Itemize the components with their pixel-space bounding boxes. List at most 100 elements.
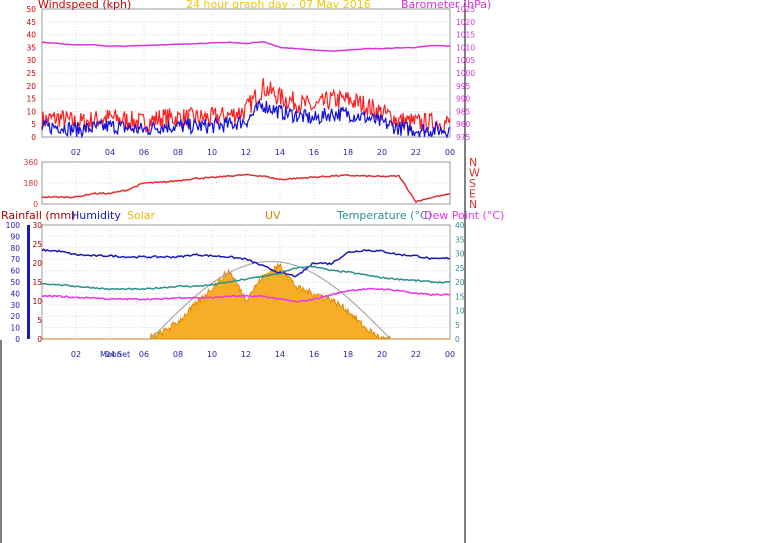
rain-y-tick: 15 [32,278,42,287]
barometer-y-tick: 1005 [456,56,475,65]
barometer-axis-label: Barometer (hPa) [401,0,491,11]
rain-y-tick: 20 [32,259,42,268]
dewpoint-label: Dew Point (°C) [424,209,504,222]
direction-y-tick: 180 [24,179,39,188]
barometer-y-tick: 990 [456,95,471,104]
wind-y-tick: 30 [26,56,36,65]
rain-y-tick: 5 [37,316,42,325]
barometer-y-tick: 1010 [456,43,475,52]
x-tick-label: 16 [309,350,319,359]
temperature-label: Temperature (°C) [336,209,432,222]
humidity-y-tick: 10 [10,324,20,333]
moon-set-label: Set [117,350,130,359]
humidity-y-tick: 0 [15,335,20,344]
barometer-y-tick: 1015 [456,31,475,40]
compass-label: N [469,198,477,211]
x-tick-label: 14 [275,148,285,157]
humidity-y-tick: 80 [10,244,20,253]
x-tick-label: 08 [173,148,183,157]
x-tick-label: 06 [139,350,149,359]
humidity-y-tick: 30 [10,301,20,310]
rain-y-tick: 30 [32,221,42,230]
humidity-label: Humidity [71,209,121,222]
x-tick-label: 20 [377,350,387,359]
wind-y-tick: 35 [26,43,36,52]
temperature-y-tick: 30 [455,250,465,259]
humidity-y-tick: 70 [10,255,20,264]
x-tick-label: 10 [207,350,217,359]
wind-y-tick: 20 [26,82,36,91]
direction-y-tick: 360 [24,158,39,167]
humidity-y-tick: 50 [10,278,20,287]
x-tick-label: 18 [343,148,353,157]
temperature-line [41,265,451,291]
rainfall-axis-label: Rainfall (mm) [1,209,75,222]
x-tick-label: 02 [71,148,81,157]
compass-label: S [469,177,476,190]
wind-y-tick: 15 [26,95,36,104]
barometer-y-tick: 1025 [456,5,475,14]
temperature-y-tick: 20 [455,278,465,287]
barometer-y-tick: 1020 [456,18,475,27]
direction-y-tick: 0 [33,200,38,209]
wind-y-tick: 5 [31,120,36,129]
x-tick-label: 16 [309,148,319,157]
barometer-line [41,41,451,53]
compass-label: W [469,167,480,180]
humidity-line [41,248,451,278]
x-tick-label: 12 [241,350,251,359]
temperature-y-tick: 0 [455,335,460,344]
humidity-y-tick: 20 [10,312,20,321]
wind-average-line [41,98,451,139]
rainfall-axis-bar [27,225,30,339]
x-tick-label: 10 [207,148,217,157]
solar-theory-line [150,260,391,340]
x-tick-label: 22 [411,148,421,157]
compass-label: E [469,188,476,201]
wind-axis-label: Windspeed (kph) [38,0,131,11]
x-tick-label: 04 [105,350,115,359]
wind-y-tick: 0 [31,133,36,142]
barometer-y-tick: 985 [456,107,471,116]
x-tick-label: 18 [343,350,353,359]
solar-label: Solar [127,209,156,222]
x-tick-label: 04 [105,148,115,157]
x-tick-label: 14 [275,350,285,359]
temperature-y-tick: 10 [455,307,465,316]
solar-area [42,263,450,341]
graph-title: 24 hour graph day - 07 May 2016 [186,0,371,11]
rain-y-tick: 25 [32,240,42,249]
temperature-y-tick: 35 [455,235,465,244]
rain-humidity-temperature-panel: 0 10 20 30 40 50 60 70 80 90 100 0 5 10 15 20 25 30 0 5 10… [1,209,504,359]
uv-label: UV [265,209,281,222]
dewpoint-line [41,287,451,304]
wind-y-tick: 25 [26,69,36,78]
humidity-y-tick: 60 [10,267,20,276]
wind-y-tick: 10 [26,107,36,116]
rain-y-tick: 0 [37,335,42,344]
x-tick-label: 12 [241,148,251,157]
x-tick-label: 02 [71,350,81,359]
temperature-y-tick: 25 [455,264,465,273]
wind-y-tick: 45 [26,18,36,27]
temperature-y-tick: 40 [455,221,465,230]
barometer-y-tick: 980 [456,120,471,129]
x-tick-label: 22 [411,350,421,359]
x-tick-label: 20 [377,148,387,157]
humidity-y-tick: 100 [6,221,21,230]
compass-label: N [469,156,477,169]
x-tick-label: 06 [139,148,149,157]
wind-y-tick: 40 [26,31,36,40]
x-tick-label: 08 [173,350,183,359]
barometer-y-tick: 995 [456,82,471,91]
barometer-y-tick: 975 [456,133,471,142]
moon-label: Moon [100,350,122,359]
wind-direction-line [41,173,451,204]
x-tick-label: 00 [445,350,455,359]
temperature-y-tick: 5 [455,321,460,330]
wind-y-tick: 50 [26,5,36,14]
temperature-y-tick: 15 [455,292,465,301]
